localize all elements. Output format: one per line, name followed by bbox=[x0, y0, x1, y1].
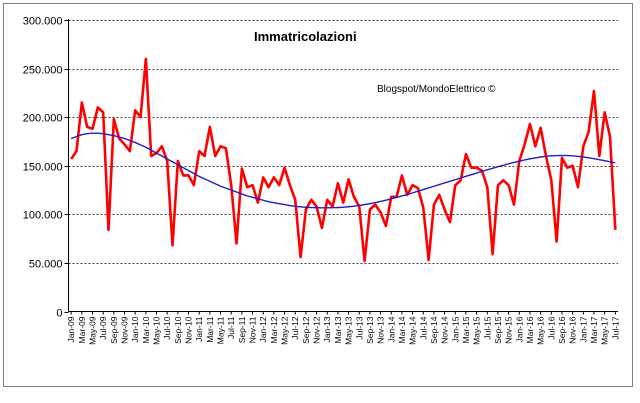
x-tick-label: Mar-15 bbox=[461, 316, 471, 343]
x-tick-label: Nov-14 bbox=[440, 316, 450, 344]
y-tick-labels: 0 50.000 100.000 150.000 200.000 250.000 300.0… bbox=[23, 16, 69, 320]
x-tick-label: May-13 bbox=[344, 316, 354, 345]
x-tick-label: May-12 bbox=[280, 316, 290, 345]
y-tick-label: 250.000 bbox=[23, 65, 63, 77]
x-tick-label: Jul-11 bbox=[226, 316, 236, 339]
x-tick-label: Jan-17 bbox=[578, 316, 588, 342]
plot-area bbox=[68, 19, 618, 312]
x-tick-label: Mar-11 bbox=[205, 316, 215, 343]
chart-title: Immatricolazioni bbox=[254, 29, 357, 44]
y-tick-label: 100.000 bbox=[23, 210, 63, 222]
y-tick-label: 50.000 bbox=[29, 259, 63, 271]
x-tick-label: May-11 bbox=[216, 316, 226, 344]
x-tick-label: Nov-16 bbox=[568, 316, 578, 344]
chart-frame: 0 50.000 100.000 150.000 200.000 250.000 300.0… bbox=[3, 3, 633, 387]
x-tick-label: Mar-16 bbox=[525, 316, 535, 343]
y-tick-label: 300.000 bbox=[23, 16, 63, 28]
x-tick-label: May-16 bbox=[536, 316, 546, 345]
x-tick-label: Jan-15 bbox=[450, 316, 460, 342]
x-tick-label: Jan-14 bbox=[386, 316, 396, 342]
x-tick-label: Mar-12 bbox=[269, 316, 279, 343]
y-tick-label: 200.000 bbox=[23, 113, 63, 125]
x-tick-label: Sep-15 bbox=[493, 316, 503, 344]
series-layer bbox=[70, 57, 617, 263]
x-tick-label: Sep-14 bbox=[429, 316, 439, 344]
x-tick-label: Sep-09 bbox=[109, 316, 119, 344]
chart-annotation: Blogspot/MondoElettrico © bbox=[377, 84, 496, 95]
x-tick-label: Nov-10 bbox=[184, 316, 194, 344]
x-tick-label: May-09 bbox=[88, 316, 98, 345]
gridlines bbox=[68, 20, 618, 264]
x-tick-label: Mar-13 bbox=[333, 316, 343, 343]
x-tick-label: Sep-13 bbox=[365, 316, 375, 344]
x-tick-label: Nov-09 bbox=[120, 316, 130, 344]
x-tick-label: Mar-09 bbox=[77, 316, 87, 343]
x-tick-label: Jan-13 bbox=[322, 316, 332, 342]
x-tick-label: Jul-16 bbox=[546, 316, 556, 339]
x-tick-label: Jan-16 bbox=[514, 316, 524, 342]
chart-svg: 0 50.000 100.000 150.000 200.000 250.000 300.0… bbox=[23, 16, 621, 345]
x-tick-label: Sep-10 bbox=[173, 316, 183, 344]
x-tick-label: Jul-17 bbox=[610, 316, 620, 339]
y-tick-label: 150.000 bbox=[23, 162, 63, 174]
x-tick-label: Sep-12 bbox=[301, 316, 311, 344]
x-tick-label: May-17 bbox=[600, 316, 610, 345]
y-tick-label: 0 bbox=[56, 308, 62, 320]
x-tick-label: Jan-09 bbox=[66, 316, 76, 342]
x-tick-label: Mar-10 bbox=[141, 316, 151, 343]
x-tick-label: Nov-15 bbox=[504, 316, 514, 344]
x-tick-label: Jul-10 bbox=[162, 316, 172, 339]
x-tick-label: May-14 bbox=[408, 316, 418, 345]
x-tick-label: Jul-09 bbox=[98, 316, 108, 339]
x-tick-label: Jan-10 bbox=[130, 316, 140, 342]
x-tick-label: May-10 bbox=[152, 316, 162, 345]
x-tick-label: Mar-17 bbox=[589, 316, 599, 343]
x-tick-labels: Jan-09 Mar-09 May-09 Jul-09 Sep-09 Nov-09 Jan-… bbox=[66, 311, 620, 345]
x-tick-label: Jul-14 bbox=[418, 316, 428, 339]
x-tick-label: Jul-13 bbox=[354, 316, 364, 339]
x-tick-label: Nov-12 bbox=[312, 316, 322, 344]
x-tick-label: Nov-13 bbox=[376, 316, 386, 344]
x-tick-label: Jan-11 bbox=[194, 316, 204, 342]
x-tick-label: Nov-11 bbox=[248, 316, 258, 343]
x-tick-label: Sep-16 bbox=[557, 316, 567, 344]
series-line-registrations bbox=[70, 57, 617, 263]
x-tick-label: Jul-15 bbox=[482, 316, 492, 339]
x-tick-label: Jan-12 bbox=[258, 316, 268, 342]
series-line-trend bbox=[70, 132, 616, 209]
x-tick-label: May-15 bbox=[472, 316, 482, 345]
x-tick-label: Mar-14 bbox=[397, 316, 407, 343]
x-tick-label: Jul-12 bbox=[290, 316, 300, 339]
x-tick-label: Sep-11 bbox=[237, 316, 247, 343]
